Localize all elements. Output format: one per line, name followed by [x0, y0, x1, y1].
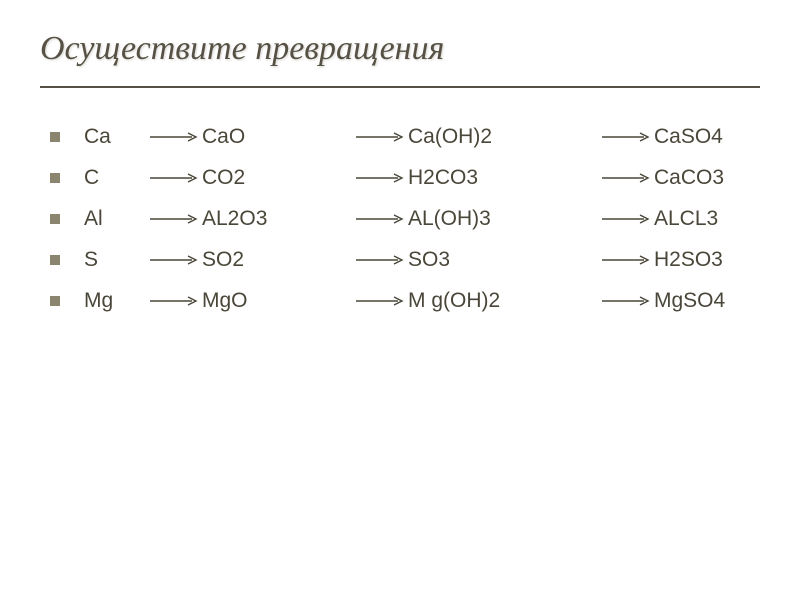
arrow-icon	[602, 296, 650, 306]
bullet-icon	[50, 214, 60, 224]
term: S	[84, 248, 146, 272]
reaction-row: С CO2 H2CO3 CaCO3	[50, 163, 760, 193]
arrow-icon	[150, 255, 198, 265]
term: H2SO3	[654, 248, 723, 272]
arrow-icon	[356, 214, 404, 224]
arrow-icon	[356, 255, 404, 265]
arrow-icon	[356, 296, 404, 306]
reaction-chain: S SO2 SO3 H2SO3	[84, 248, 760, 272]
bullet-icon	[50, 173, 60, 183]
arrow-icon	[150, 132, 198, 142]
bullet-icon	[50, 255, 60, 265]
arrow-icon	[356, 173, 404, 183]
term: CaO	[202, 125, 352, 149]
bullet-icon	[50, 132, 60, 142]
term: CaSO4	[654, 125, 723, 149]
term: H2CO3	[408, 166, 598, 190]
term: M g(OH)2	[408, 289, 598, 313]
slide: Осуществите превращения Ca CaO Ca(OH)2 C…	[0, 0, 800, 600]
arrow-icon	[356, 132, 404, 142]
term: Ca	[84, 125, 146, 149]
slide-content: Ca CaO Ca(OH)2 CaSO4 С CO2 H2CO3 CaCO3	[40, 122, 760, 316]
arrow-icon	[150, 173, 198, 183]
arrow-icon	[602, 173, 650, 183]
term: CO2	[202, 166, 352, 190]
term: ALCL3	[654, 207, 718, 231]
term: MgO	[202, 289, 352, 313]
term: SO2	[202, 248, 352, 272]
slide-title: Осуществите превращения	[40, 30, 760, 88]
term: MgSO4	[654, 289, 725, 313]
term: Ca(OH)2	[408, 125, 598, 149]
term: AL(OH)3	[408, 207, 598, 231]
reaction-row: Al AL2O3 AL(OH)3 ALCL3	[50, 204, 760, 234]
reaction-chain: С CO2 H2CO3 CaCO3	[84, 166, 760, 190]
reaction-row: S SO2 SO3 H2SO3	[50, 245, 760, 275]
arrow-icon	[602, 255, 650, 265]
term: AL2O3	[202, 207, 352, 231]
term: С	[84, 166, 146, 190]
term: SO3	[408, 248, 598, 272]
reaction-row: Ca CaO Ca(OH)2 CaSO4	[50, 122, 760, 152]
arrow-icon	[602, 214, 650, 224]
term: Al	[84, 207, 146, 231]
bullet-icon	[50, 296, 60, 306]
reaction-chain: Mg MgO M g(OH)2 MgSO4	[84, 289, 760, 313]
term: CaCO3	[654, 166, 724, 190]
term: Mg	[84, 289, 146, 313]
reaction-row: Mg MgO M g(OH)2 MgSO4	[50, 286, 760, 316]
arrow-icon	[150, 214, 198, 224]
arrow-icon	[150, 296, 198, 306]
arrow-icon	[602, 132, 650, 142]
reaction-chain: Al AL2O3 AL(OH)3 ALCL3	[84, 207, 760, 231]
reaction-chain: Ca CaO Ca(OH)2 CaSO4	[84, 125, 760, 149]
